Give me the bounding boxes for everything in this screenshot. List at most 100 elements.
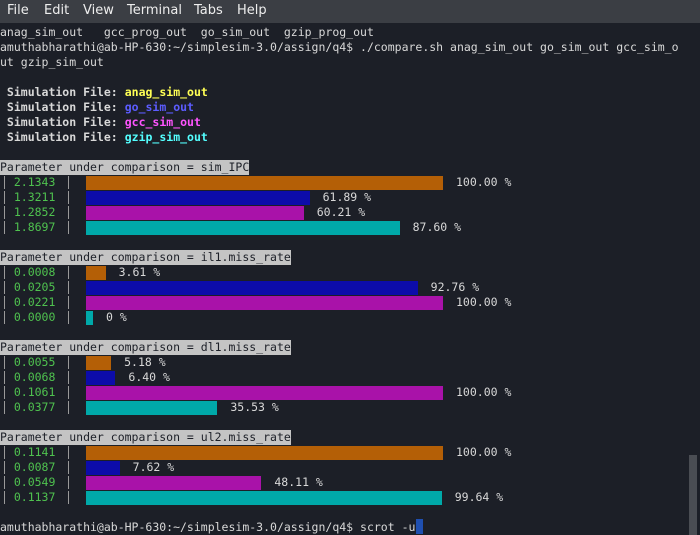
command-line-wrap: ut gzip_sim_out bbox=[0, 55, 104, 69]
bar bbox=[86, 371, 116, 385]
pipe bbox=[68, 461, 69, 474]
menu-item[interactable]: Terminal bbox=[127, 3, 182, 18]
percent-label: 6.40 % bbox=[128, 370, 170, 384]
bar bbox=[86, 386, 443, 400]
pipe bbox=[4, 461, 5, 474]
pipe bbox=[68, 401, 69, 414]
sim-file: gcc_sim_out bbox=[124, 115, 201, 129]
percent-label: 100.00 % bbox=[456, 445, 512, 459]
comparison-header: Parameter under comparison = dl1.miss_ra… bbox=[0, 340, 291, 355]
prompt-line: amuthabharathi@ab-HP-630:~/simplesim-3.0… bbox=[0, 520, 416, 534]
pipe bbox=[68, 371, 69, 384]
pipe bbox=[4, 491, 5, 504]
menu-bar: File Edit View Terminal Tabs Help bbox=[0, 0, 700, 23]
pipe bbox=[68, 176, 69, 189]
param-value: 0.0068 bbox=[13, 370, 56, 384]
bar bbox=[86, 266, 106, 280]
pipe bbox=[68, 206, 69, 219]
bar bbox=[86, 461, 120, 475]
bar bbox=[86, 401, 218, 415]
percent-label: 35.53 % bbox=[230, 400, 279, 414]
pipe bbox=[4, 191, 5, 204]
sim-file: go_sim_out bbox=[124, 100, 194, 114]
bar bbox=[86, 446, 443, 460]
menu-item[interactable]: File bbox=[7, 3, 29, 18]
sim-file: anag_sim_out bbox=[124, 85, 208, 99]
menu-item[interactable]: Tabs bbox=[194, 3, 223, 18]
pipe bbox=[4, 446, 5, 459]
bar bbox=[86, 356, 112, 370]
percent-label: 99.64 % bbox=[454, 490, 504, 504]
param-value: 2.1343 bbox=[13, 175, 56, 189]
pipe bbox=[68, 491, 69, 504]
listing: anag_sim_out gcc_prog_out go_sim_out gzi… bbox=[0, 25, 374, 39]
bar bbox=[86, 296, 443, 310]
pipe bbox=[68, 221, 69, 234]
param-value: 0.1061 bbox=[13, 385, 56, 399]
percent-label: 60.21 % bbox=[316, 205, 366, 219]
param-value: 0.0055 bbox=[13, 355, 56, 369]
pipe bbox=[4, 266, 5, 279]
percent-label: 87.60 % bbox=[412, 220, 462, 234]
pipe bbox=[68, 296, 69, 309]
param-value: 0.0205 bbox=[13, 280, 56, 294]
pipe bbox=[4, 371, 5, 384]
sim-label: Simulation File: bbox=[6, 115, 118, 129]
param-value: 0.1141 bbox=[13, 445, 56, 459]
param-value: 0.0221 bbox=[13, 295, 56, 309]
menu-item[interactable]: Help bbox=[237, 3, 267, 18]
param-value: 0.0087 bbox=[13, 460, 56, 474]
comparison-header: Parameter under comparison = il1.miss_ra… bbox=[0, 250, 291, 265]
bar bbox=[86, 191, 310, 205]
param-value: 1.3211 bbox=[13, 190, 56, 204]
bar bbox=[86, 221, 400, 235]
pipe bbox=[68, 446, 69, 459]
param-value: 0.0008 bbox=[13, 265, 56, 279]
bar bbox=[86, 311, 93, 325]
sim-label: Simulation File: bbox=[6, 100, 118, 114]
bar bbox=[86, 476, 262, 490]
menu-item[interactable]: Edit bbox=[44, 3, 70, 18]
percent-label: 48.11 % bbox=[274, 475, 323, 489]
pipe bbox=[68, 281, 69, 294]
comparison-header: Parameter under comparison = sim_IPC bbox=[0, 160, 250, 175]
pipe bbox=[4, 281, 5, 294]
pipe bbox=[4, 386, 5, 399]
pipe bbox=[4, 176, 5, 189]
pipe bbox=[4, 206, 5, 219]
percent-label: 100.00 % bbox=[456, 175, 512, 189]
pipe bbox=[4, 401, 5, 414]
comparison-header: Parameter under comparison = ul2.miss_ra… bbox=[0, 430, 291, 445]
bar bbox=[86, 281, 418, 295]
param-value: 0.0000 bbox=[13, 310, 56, 324]
param-value: 0.0377 bbox=[13, 400, 56, 414]
percent-label: 5.18 % bbox=[124, 355, 166, 369]
percent-label: 100.00 % bbox=[456, 385, 512, 399]
cursor bbox=[415, 519, 423, 534]
percent-label: 3.61 % bbox=[118, 265, 161, 279]
command-line: amuthabharathi@ab-HP-630:~/simplesim-3.0… bbox=[0, 40, 679, 54]
pipe bbox=[68, 266, 69, 279]
param-value: 1.2852 bbox=[13, 205, 56, 219]
bar bbox=[86, 176, 443, 190]
pipe bbox=[4, 296, 5, 309]
sim-label: Simulation File: bbox=[6, 130, 118, 144]
sim-label: Simulation File: bbox=[6, 85, 118, 99]
pipe bbox=[4, 356, 5, 369]
pipe bbox=[4, 221, 5, 234]
pipe bbox=[68, 356, 69, 369]
percent-label: 0 % bbox=[106, 310, 127, 324]
percent-label: 7.62 % bbox=[132, 460, 175, 474]
pipe bbox=[68, 386, 69, 399]
percent-label: 92.76 % bbox=[430, 280, 480, 294]
bar bbox=[86, 491, 442, 505]
pipe bbox=[68, 191, 69, 204]
scrollbar-thumb[interactable] bbox=[689, 455, 697, 535]
menu-item[interactable]: View bbox=[83, 3, 114, 18]
pipe bbox=[68, 476, 69, 489]
pipe bbox=[68, 311, 69, 324]
sim-file: gzip_sim_out bbox=[124, 130, 208, 144]
param-value: 0.1137 bbox=[13, 490, 56, 504]
bar bbox=[86, 206, 304, 220]
